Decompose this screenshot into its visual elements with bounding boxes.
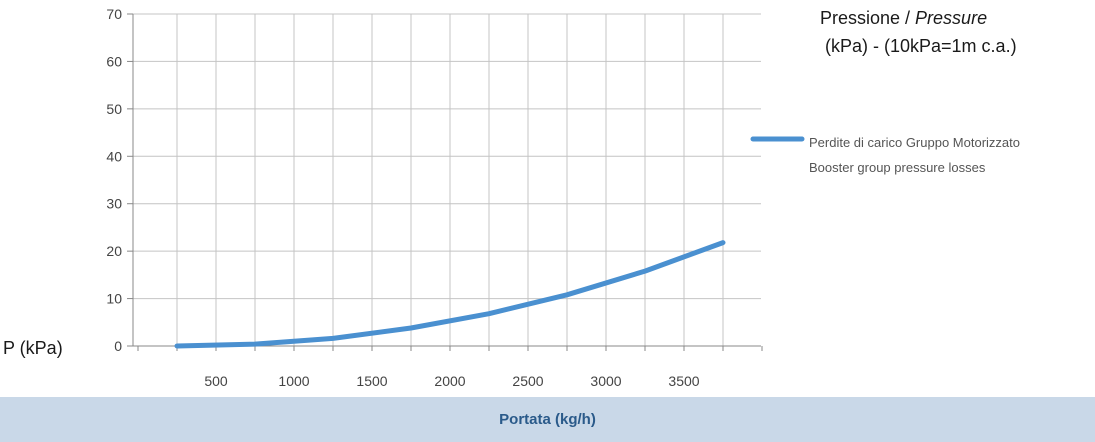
chart-title-italic: Pressure [915, 8, 988, 28]
legend-label-line2: Booster group pressure losses [809, 160, 986, 175]
axes [127, 13, 763, 351]
x-tick-label: 2500 [512, 373, 543, 389]
x-axis-label: Portata (kg/h) [499, 411, 596, 428]
y-tick-label: 50 [106, 101, 122, 117]
legend-label-line1: Perdite di carico Gruppo Motorizzato [809, 135, 1020, 150]
x-tick-label: 1000 [278, 373, 309, 389]
y-tick-label: 70 [106, 6, 122, 22]
y-axis-label: P (kPa) [3, 338, 63, 358]
y-tick-label: 40 [106, 148, 122, 164]
x-tick-label: 500 [204, 373, 228, 389]
y-tick-label: 10 [106, 291, 122, 307]
x-tick-labels: 500 1000 1500 2000 2500 3000 3500 [204, 373, 699, 389]
chart-subtitle: (kPa) - (10kPa=1m c.a.) [825, 36, 1017, 56]
chart-title-main: Pressione / [820, 8, 916, 28]
x-tick-label: 1500 [356, 373, 387, 389]
x-tick-label: 3500 [668, 373, 699, 389]
grid-lines [133, 13, 761, 347]
y-tick-label: 20 [106, 243, 122, 259]
chart-title: Pressione / Pressure [820, 8, 987, 29]
y-tick-label: 30 [106, 196, 122, 212]
y-tick-labels: 0 10 20 30 40 50 60 70 [106, 6, 122, 354]
x-tick-label: 2000 [434, 373, 465, 389]
x-tick-label: 3000 [590, 373, 621, 389]
x-axis-label-bar: Portata (kg/h) [0, 397, 1095, 442]
y-tick-label: 60 [106, 53, 122, 69]
y-tick-label: 0 [114, 338, 122, 354]
series-line-0 [174, 240, 726, 349]
series-lines [174, 240, 726, 349]
